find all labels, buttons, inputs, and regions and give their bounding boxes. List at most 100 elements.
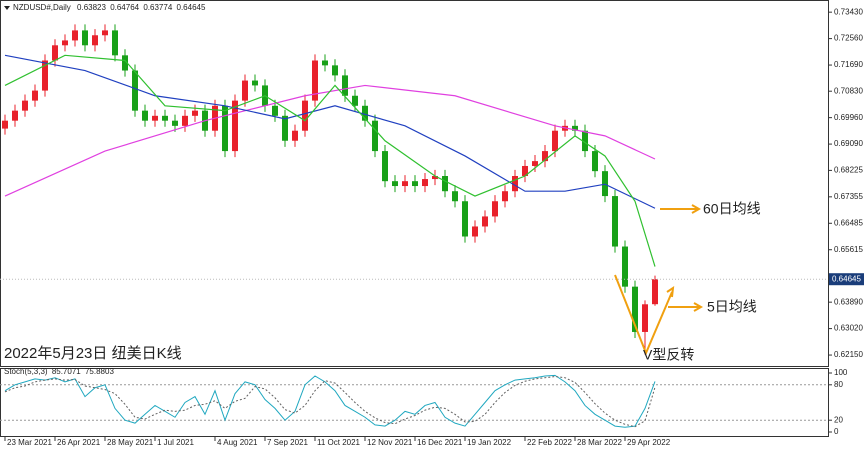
x-tick-label: 22 Feb 2022 [527,438,572,447]
candle-body [612,196,618,247]
candle-body [452,191,458,202]
candle-body [32,90,38,101]
y-tick-label: 0.70830 [834,86,863,95]
open: 0.63823 [77,3,106,12]
candle-body [162,115,168,121]
y-tick-label: 0.63020 [834,324,863,333]
candle-body [532,161,538,166]
candle-body [292,130,298,141]
candle-body [192,110,198,116]
ma5-label: 5日均线 [707,299,757,315]
candle-body [132,70,138,111]
x-tick-label: 28 Mar 2022 [577,438,622,447]
x-tick-label: 19 Jan 2022 [467,438,512,447]
main-frame [0,0,829,367]
x-tick-label: 12 Nov 2021 [367,438,413,447]
candle-body [242,80,248,101]
stoch-tick-label: 20 [834,415,843,424]
candle-body [412,181,418,187]
candle-body [482,216,488,227]
menu-triangle [4,6,10,10]
stoch-d: 75.8803 [85,367,114,376]
candle-body [442,176,448,192]
candle-body [102,30,108,36]
stoch-frame [0,368,829,437]
candle-body [462,201,468,237]
moving-average [4,54,656,267]
candle-body [82,30,88,46]
y-tick-label: 0.71690 [834,60,863,69]
y-tick-label: 0.65615 [834,245,863,254]
x-tick-label: 1 Jul 2021 [157,438,194,447]
stoch-tick-label: 80 [834,380,843,389]
stoch-tick-label: 0 [834,427,839,436]
candle-body [222,105,228,152]
candle-body [282,115,288,141]
candle-body [312,60,318,101]
x-tick-label: 4 Aug 2021 [217,438,258,447]
stoch-k: 85.7071 [52,367,81,376]
candle-body [472,226,478,237]
candle-body [402,181,408,187]
x-tick-label: 29 Apr 2022 [627,438,671,447]
moving-average [4,54,656,209]
candle-body [272,105,278,116]
candle-body [252,80,258,86]
candle-body [652,279,658,305]
y-tick-label: 0.73430 [834,7,863,16]
moving-average [4,84,656,197]
price-box [829,273,864,286]
x-tick-label: 16 Dec 2021 [417,438,463,447]
candle-body [172,120,178,126]
candle-body [492,201,498,217]
arrow-60 [660,204,702,214]
candle-body [642,304,648,332]
candle-body [622,246,628,287]
candle-body [12,110,18,121]
x-tick-label: 7 Sep 2021 [267,438,308,447]
candle-body [52,45,58,61]
candle-body [572,125,578,131]
candle-body [92,35,98,46]
candle-body [632,286,638,332]
candle-body [342,75,348,96]
x-tick-label: 28 May 2021 [107,438,154,447]
stoch-header: Stoch(5,3,3) 85.7071 75.8803 [4,367,114,376]
candle-body [522,165,528,177]
y-tick-label: 0.69960 [834,113,863,122]
candle-body [152,115,158,121]
y-tick-label: 0.67355 [834,192,863,201]
x-tick-label: 26 Apr 2021 [57,438,101,447]
stoch-title: Stoch(5,3,3) [4,367,48,376]
candle-body [122,55,128,71]
stoch-line [4,374,656,428]
v-arrowhead [666,285,675,298]
y-tick-label: 0.66485 [834,218,863,227]
low: 0.63774 [143,3,172,12]
candle-body [432,176,438,180]
candle-body [372,120,378,152]
candle-body [62,40,68,46]
stoch-tick-label: 100 [834,368,848,377]
chart-annotation: 2022年5月23日 纽美日K线 [4,345,182,362]
arrow-5 [668,302,704,312]
candle-body [182,115,188,126]
ma60-label: 60日均线 [703,201,761,217]
stoch-line [4,376,656,428]
candle-body [392,181,398,187]
candle-body [332,65,338,76]
symbol-header: NZDUSD#,Daily 0.63823 0.64764 0.63774 0.… [13,3,206,12]
v-shape [614,274,673,356]
candle-body [232,100,238,152]
y-tick-label: 0.69090 [834,139,863,148]
candle-body [2,120,8,129]
candle-body [112,30,118,56]
candle-body [502,191,508,202]
candle-body [322,60,328,66]
symbol: NZDUSD#,Daily [13,3,71,12]
candle-body [302,100,308,131]
y-tick-label: 0.63890 [834,297,863,306]
close: 0.64645 [177,3,206,12]
